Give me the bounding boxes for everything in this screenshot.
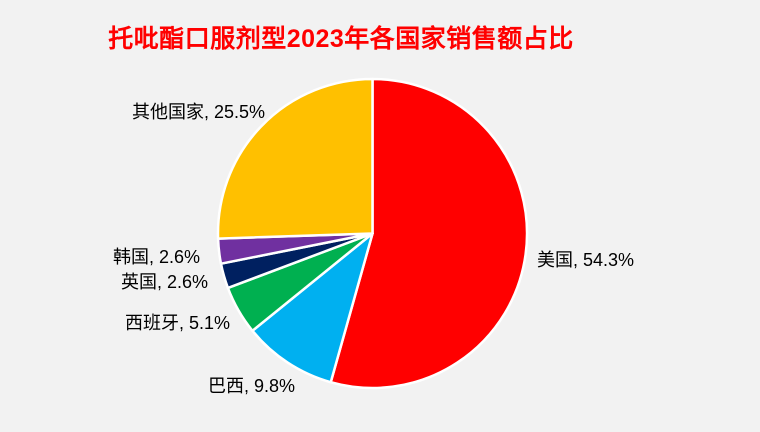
slice-label-uk: 英国, 2.6% xyxy=(120,272,208,292)
slice-label-brazil: 巴西, 9.8% xyxy=(208,376,296,396)
slice-label-korea: 韩国, 2.6% xyxy=(112,247,200,267)
pie-slice-others xyxy=(216,77,374,240)
slice-label-spain: 西班牙, 5.1% xyxy=(124,313,230,333)
pie-slice-brazil xyxy=(251,232,374,384)
slice-label-usa: 美国, 54.3% xyxy=(537,250,635,270)
slice-label-others: 其他国家, 25.5% xyxy=(131,102,265,122)
chart-title: 托吡酯口服剂型2023年各国家销售额占比 xyxy=(108,25,574,53)
pie-slice-usa xyxy=(329,77,529,390)
